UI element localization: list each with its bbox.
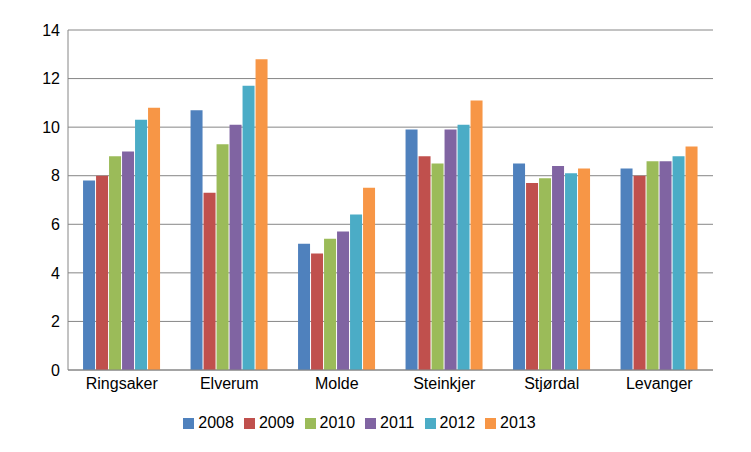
svg-text:Steinkjer: Steinkjer [413,375,476,392]
svg-text:10: 10 [42,119,60,136]
svg-text:4: 4 [51,265,60,282]
svg-text:12: 12 [42,70,60,87]
html-text:2009: 2009 [258,414,295,431]
html-text:2012: 2012 [439,414,476,431]
svg-text:Elverum: Elverum [200,375,259,392]
svg-text:Ringsaker: Ringsaker [86,375,159,392]
svg-text:Levanger: Levanger [626,375,693,392]
html-text:2010: 2010 [319,414,356,431]
html-text:2013: 2013 [500,414,536,431]
html-text:2011: 2011 [380,414,415,431]
svg-text:Molde: Molde [315,375,359,392]
svg-text:8: 8 [51,167,60,184]
svg-text:14: 14 [42,22,60,39]
svg-text:0: 0 [51,362,60,379]
svg-text:2: 2 [51,313,60,330]
svg-text:Stjørdal: Stjørdal [524,375,579,392]
svg-text:6: 6 [51,216,60,233]
html-text:2008: 2008 [198,414,234,431]
